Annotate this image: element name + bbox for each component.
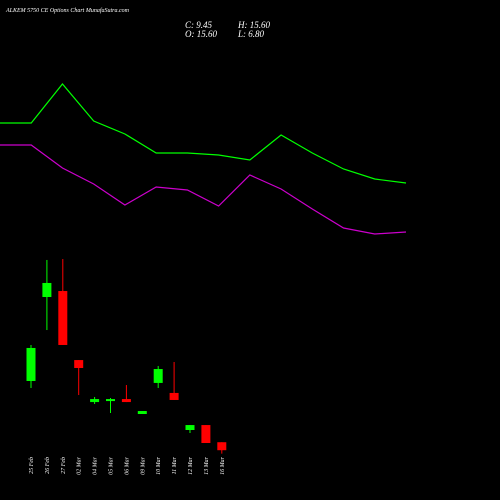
candle-body bbox=[42, 282, 52, 298]
high-label: H: 15.60 bbox=[237, 20, 270, 30]
x-tick-label: 10 Mar bbox=[156, 456, 162, 474]
candle-body bbox=[90, 399, 100, 403]
x-tick-label: 27 Feb bbox=[61, 457, 67, 474]
x-tick-label: 13 Mar bbox=[204, 456, 210, 474]
x-tick-label: 26 Feb bbox=[45, 457, 51, 474]
x-tick-label: 04 Mar bbox=[92, 456, 99, 474]
x-tick-label: 12 Mar bbox=[188, 456, 194, 474]
indicator-line bbox=[0, 144, 407, 235]
x-tick-label: 02 Mar bbox=[77, 456, 83, 474]
open-label: O: 15.60 bbox=[185, 29, 217, 39]
indicator-line bbox=[0, 83, 407, 184]
candle-body bbox=[58, 291, 68, 345]
close-label: C: 9.45 bbox=[185, 20, 213, 30]
low-label: L: 6.80 bbox=[237, 29, 265, 39]
x-tick-label: 16 Mar bbox=[220, 456, 226, 474]
candle-body bbox=[121, 399, 131, 403]
candle-body bbox=[201, 425, 211, 443]
x-tick-label: 09 Mar bbox=[140, 456, 146, 474]
candle-body bbox=[137, 411, 147, 415]
x-tick-label: 25 Feb bbox=[29, 457, 35, 474]
x-tick-label: 11 Mar bbox=[172, 456, 178, 474]
candle-body bbox=[153, 369, 163, 383]
candle-body bbox=[185, 425, 195, 430]
candle-body bbox=[169, 392, 179, 400]
x-tick-label: 06 Mar bbox=[124, 456, 130, 474]
chart-title: ALKEM 5750 CE Options Chart MunafaSutra.… bbox=[5, 7, 130, 14]
candle-body bbox=[217, 442, 227, 451]
candle-body bbox=[106, 399, 115, 402]
candle-body bbox=[26, 347, 36, 381]
candle-body bbox=[74, 360, 84, 368]
x-tick-label: 05 Mar bbox=[109, 456, 115, 474]
